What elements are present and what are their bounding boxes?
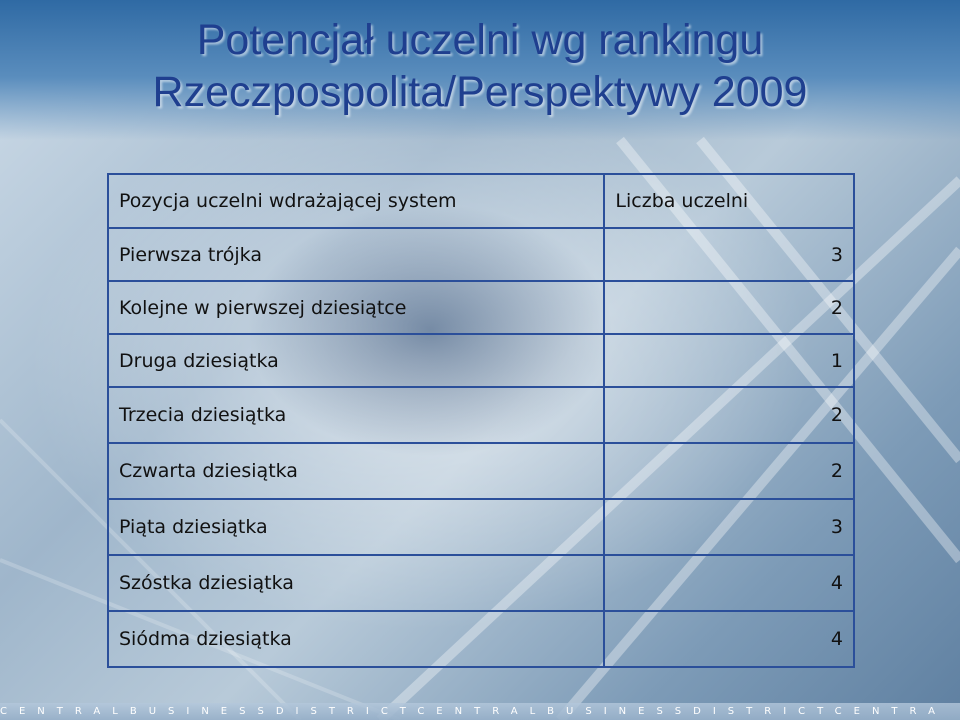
table-row: Szóstka dziesiątka 4: [106, 554, 855, 612]
row-value: 2: [603, 442, 855, 500]
table-row: Kolejne w pierwszej dziesiątce 2: [106, 280, 855, 335]
row-label: Druga dziesiątka: [106, 333, 606, 388]
row-label: Siódma dziesiątka: [106, 610, 606, 668]
row-label: Czwarta dziesiątka: [106, 442, 606, 500]
row-value: 4: [603, 610, 855, 668]
column-header-count: Liczba uczelni: [603, 173, 855, 229]
table-row: Trzecia dziesiątka 2: [106, 386, 855, 444]
row-label: Szóstka dziesiątka: [106, 554, 606, 612]
footer-strip: CENTRALBUSINESSDISTRICTCENTRALBUSINESSDI…: [0, 703, 960, 720]
page-title: Potencjał uczelni wg rankingu Rzeczpospo…: [0, 14, 960, 118]
row-value: 3: [603, 227, 855, 282]
ranking-table: Pozycja uczelni wdrażającej system Liczb…: [106, 173, 855, 668]
row-value: 1: [603, 333, 855, 388]
table-row: Druga dziesiątka 1: [106, 333, 855, 388]
table-row: Pierwsza trójka 3: [106, 227, 855, 282]
table-row: Piąta dziesiątka 3: [106, 498, 855, 556]
row-label: Piąta dziesiątka: [106, 498, 606, 556]
column-header-position: Pozycja uczelni wdrażającej system: [106, 173, 606, 229]
table-row: Czwarta dziesiątka 2: [106, 442, 855, 500]
row-value: 3: [603, 498, 855, 556]
row-value: 4: [603, 554, 855, 612]
row-label: Kolejne w pierwszej dziesiątce: [106, 280, 606, 335]
row-value: 2: [603, 386, 855, 444]
row-label: Trzecia dziesiątka: [106, 386, 606, 444]
header-band: [0, 0, 960, 140]
title-line-1: Potencjał uczelni wg rankingu: [196, 16, 764, 64]
title-line-2: Rzeczpospolita/Perspektywy 2009: [152, 68, 808, 116]
row-value: 2: [603, 280, 855, 335]
table-row: Siódma dziesiątka 4: [106, 610, 855, 668]
table-header-row: Pozycja uczelni wdrażającej system Liczb…: [106, 173, 855, 229]
row-label: Pierwsza trójka: [106, 227, 606, 282]
